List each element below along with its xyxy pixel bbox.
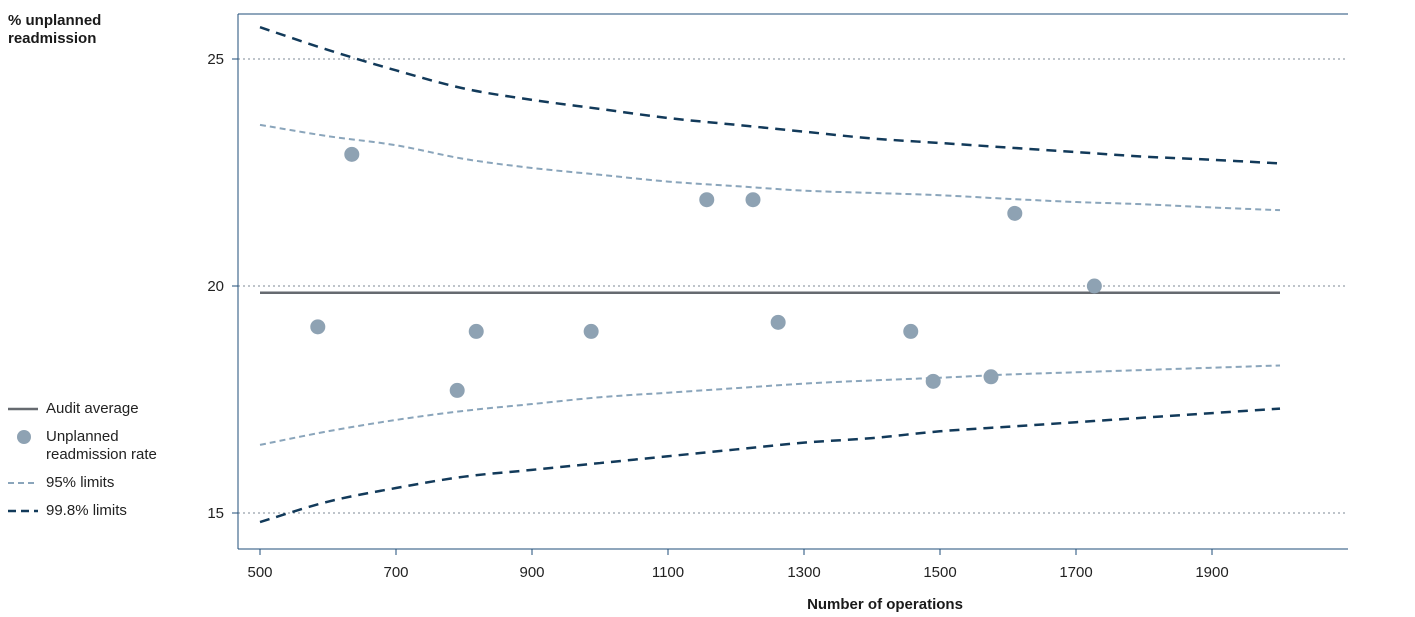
data-point-10 <box>925 373 941 389</box>
x-tick-label-1100: 1100 <box>652 564 684 581</box>
tick-labels: 15 20 25 500 700 900 1100 1300 1500 1700 1900 <box>207 51 1228 581</box>
data-point-1 <box>310 319 326 335</box>
gridlines <box>238 58 1348 514</box>
y-axis-label-line1: % unplanned <box>8 12 102 29</box>
data-point-4 <box>468 323 484 339</box>
data-point-13 <box>1086 278 1102 294</box>
legend-item-95-limits: 95% limits <box>8 474 157 492</box>
limit-99-8-upper <box>259 26 1281 165</box>
x-tick-label-500: 500 <box>247 564 272 581</box>
data-point-5 <box>583 323 599 339</box>
dot-icon <box>17 430 31 444</box>
data-point-3 <box>449 382 465 398</box>
legend-item-99-8-limits: 99.8% limits <box>8 502 157 520</box>
legend: Audit average Unplanned readmission rate… <box>8 400 157 530</box>
x-tick-label-1500: 1500 <box>923 564 956 581</box>
data-point-9 <box>903 323 919 339</box>
legend-item-readmission-rate: Unplanned readmission rate <box>8 428 157 464</box>
y-axis-label: % unplanned readmission <box>8 12 101 48</box>
legend-item-audit-average: Audit average <box>8 400 157 418</box>
data-point-8 <box>770 314 786 330</box>
y-tick-label-25: 25 <box>207 51 224 68</box>
x-axis-label: Number of operations <box>807 596 963 613</box>
x-tick-label-1700: 1700 <box>1059 564 1092 581</box>
limit-95-upper <box>259 123 1281 212</box>
y-axis-label-line2: readmission <box>8 30 97 47</box>
dashed-line-icon <box>8 482 38 484</box>
solid-line-icon <box>8 407 38 411</box>
y-tick-label-20: 20 <box>207 278 224 295</box>
data-point-6 <box>699 192 715 208</box>
y-tick-label-15: 15 <box>207 505 224 522</box>
x-tick-label-1300: 1300 <box>787 564 820 581</box>
x-tick-label-1900: 1900 <box>1195 564 1228 581</box>
data-point-2 <box>344 146 360 162</box>
data-point-7 <box>745 192 761 208</box>
data-point-11 <box>983 369 999 385</box>
series-layer <box>259 26 1281 524</box>
data-point-12 <box>1007 205 1023 221</box>
x-tick-label-900: 900 <box>519 564 544 581</box>
axes <box>232 13 1348 555</box>
limit-95-lower <box>259 364 1281 446</box>
x-tick-label-700: 700 <box>383 564 408 581</box>
dashed-line-icon <box>8 509 38 513</box>
limit-99-8-lower <box>259 407 1281 524</box>
